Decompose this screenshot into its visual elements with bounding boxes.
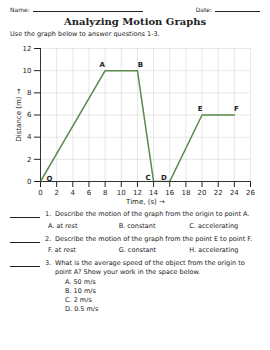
svg-text:10: 10 (117, 189, 126, 197)
html-text:F. at rest: F. at rest (48, 246, 76, 254)
svg-text:0: 0 (38, 189, 42, 197)
html-text:Use the graph below to answer: Use the graph below to answer questions … (10, 30, 160, 38)
html-text:What is the average speed of t: What is the average speed of the object … (55, 259, 245, 276)
svg-text:16: 16 (165, 189, 174, 197)
svg-text:10: 10 (23, 67, 32, 75)
svg-text:D: D (161, 174, 167, 182)
html-text:B. 10 m/s: B. 10 m/s (65, 287, 96, 295)
svg-text:0: 0 (27, 178, 31, 186)
svg-text:20: 20 (198, 189, 207, 197)
svg-text:O: O (47, 175, 53, 183)
svg-text:Distance (m) →: Distance (m) → (15, 88, 23, 141)
svg-text:12: 12 (133, 189, 142, 197)
html-text:A. at rest: A. at rest (48, 221, 78, 230)
svg-text:8: 8 (27, 89, 31, 97)
html-text:Name:: Name: (10, 6, 30, 13)
html-text:H. accelerating: H. accelerating (189, 246, 239, 254)
svg-text:E: E (198, 105, 203, 113)
svg-text:B: B (138, 61, 143, 69)
html-text:2. Describe the motion of the: 2. Describe the motion of the graph from… (45, 234, 253, 243)
html-text:G. constant: G. constant (118, 246, 157, 254)
svg-text:4: 4 (71, 189, 76, 197)
svg-text:18: 18 (181, 189, 190, 197)
svg-text:2: 2 (27, 156, 31, 164)
svg-text:26: 26 (246, 189, 255, 197)
svg-text:F: F (234, 105, 239, 113)
html-text:1.: 1. (45, 210, 52, 218)
svg-text:Time, (s) →: Time, (s) → (125, 198, 165, 206)
html-text:Analyzing Motion Graphs: Analyzing Motion Graphs (63, 16, 206, 27)
svg-text:A: A (99, 61, 105, 69)
html-text:C. accelerating: C. accelerating (189, 221, 239, 230)
svg-text:C: C (145, 174, 150, 182)
svg-text:24: 24 (230, 189, 239, 197)
html-text:Describe the motion of the gra: Describe the motion of the graph from th… (55, 210, 250, 218)
html-text:B. constant: B. constant (118, 221, 156, 230)
svg-text:6: 6 (87, 189, 92, 197)
svg-text:6: 6 (27, 111, 32, 119)
svg-text:22: 22 (214, 189, 223, 197)
svg-text:4: 4 (27, 133, 32, 141)
svg-text:8: 8 (103, 189, 107, 197)
html-text:A. 50 m/s: A. 50 m/s (65, 278, 96, 286)
html-text:C. 2 m/s: C. 2 m/s (65, 296, 92, 304)
html-text:D. 0.5 m/s: D. 0.5 m/s (65, 305, 99, 313)
html-text:Date:: Date: (195, 6, 212, 13)
html-text:3.: 3. (45, 259, 52, 267)
svg-text:14: 14 (149, 189, 158, 197)
svg-text:2: 2 (54, 189, 58, 197)
svg-text:12: 12 (23, 45, 32, 53)
